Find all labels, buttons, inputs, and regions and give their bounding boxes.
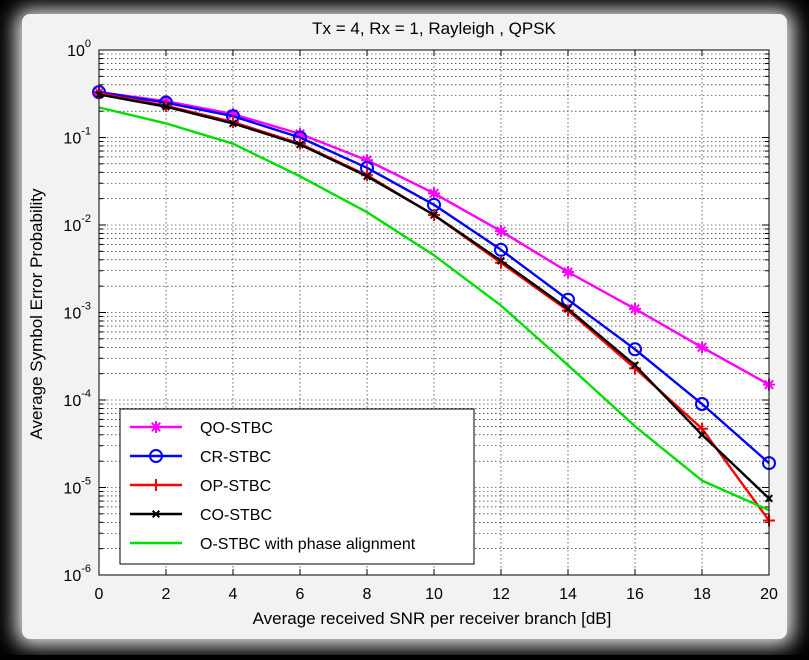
x-tick-label: 6	[296, 586, 305, 603]
legend-label: CO-STBC	[200, 507, 272, 524]
marker	[697, 430, 707, 439]
marker	[629, 302, 641, 315]
y-tick-exponent: -2	[81, 213, 91, 225]
x-tick-label: 10	[425, 586, 443, 603]
x-tick-label: 2	[162, 586, 171, 603]
plot-border	[98, 49, 770, 576]
legend: QO-STBC CR-STBC OP-STBC CO-STBC O-STBC with …	[119, 408, 475, 565]
marker	[563, 304, 573, 313]
legend-label: OP-STBC	[200, 478, 271, 495]
marker	[361, 154, 373, 167]
x-tick-label: 8	[363, 586, 372, 603]
x-tick-label: 18	[693, 586, 711, 603]
series-co-stbc	[94, 90, 774, 503]
y-axis-label: Average Symbol Error Probability	[27, 188, 46, 440]
legend-label: O-STBC with phase alignment	[200, 536, 416, 553]
marker	[562, 304, 574, 317]
marker	[630, 361, 640, 370]
x-axis-label: Average received SNR per receiver branch…	[253, 609, 612, 628]
marker	[428, 187, 440, 200]
marker	[628, 342, 642, 357]
marker	[494, 242, 508, 257]
legend-label: CR-STBC	[200, 449, 271, 466]
legend-entry: QO-STBC	[130, 420, 273, 437]
marker	[495, 225, 507, 238]
series-group	[92, 85, 776, 527]
marker	[227, 108, 239, 121]
marker	[696, 341, 708, 354]
y-tick-exponent: -1	[81, 126, 91, 138]
legend-entry: OP-STBC	[130, 478, 271, 495]
x-tick-label: 0	[95, 586, 104, 603]
x-tick-label: 4	[229, 586, 238, 603]
marker	[496, 256, 506, 265]
y-tick-exponent: -6	[81, 563, 91, 575]
legend-entry: CO-STBC	[130, 507, 272, 524]
legend-entry: O-STBC with phase alignment	[130, 536, 416, 553]
marker	[696, 422, 708, 435]
legend-entry: CR-STBC	[130, 449, 271, 466]
marker	[150, 421, 162, 433]
chart-title: Tx = 4, Rx = 1, Rayleigh , QPSK	[312, 19, 556, 38]
legend-label: QO-STBC	[200, 420, 273, 437]
series-line	[98, 106, 770, 512]
y-tick-exponent: -5	[81, 476, 91, 488]
series-o-stbc-with-phase-alignment	[98, 106, 770, 512]
y-tick-exponent: -3	[81, 301, 91, 313]
y-tick-exponent: -4	[81, 388, 91, 400]
x-tick-label: 20	[760, 586, 778, 603]
marker	[294, 127, 306, 140]
marker	[228, 119, 238, 128]
x-tick-label: 12	[492, 586, 510, 603]
series-line	[98, 90, 770, 464]
marker	[150, 479, 162, 491]
marker	[295, 140, 305, 149]
marker	[695, 397, 709, 412]
x-tick-label: 14	[559, 586, 577, 603]
marker	[149, 449, 163, 463]
y-tick-exponent: 0	[85, 38, 91, 50]
marker	[151, 509, 161, 519]
marker	[429, 211, 439, 220]
marker	[562, 266, 574, 279]
legend-box	[119, 408, 475, 565]
marker	[161, 102, 171, 111]
x-tick-label: 16	[626, 586, 644, 603]
marker	[362, 172, 372, 181]
